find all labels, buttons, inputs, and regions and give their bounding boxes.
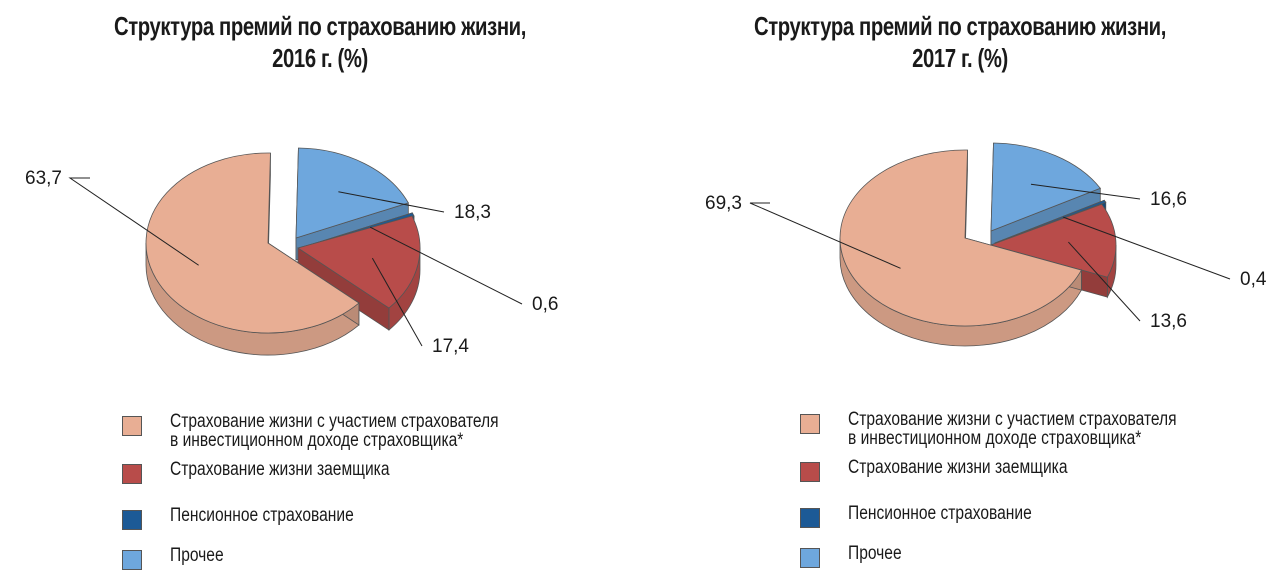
legend-label-line1: Страхование жизни заемщика — [848, 457, 1068, 478]
leader-line — [1063, 216, 1231, 280]
data-label: 63,7 — [25, 168, 62, 189]
data-label: 0,4 — [1240, 269, 1267, 290]
leader-line — [1030, 183, 1141, 200]
legend-label-line2: в инвестиционном доходе страховщика* — [170, 430, 464, 451]
pie-chart-2016: 18,3 0,6 17,4 63,7 — [25, 147, 558, 357]
legend-label: Страхование жизни с участием страховател… — [170, 412, 499, 450]
legend-label-line2: в инвестиционном доходе страховщика* — [848, 428, 1142, 449]
slice-investment-life — [839, 149, 1082, 347]
legend-label-line1: Прочее — [848, 543, 902, 564]
legend-label-line1: Прочее — [170, 545, 224, 566]
legend-swatch — [122, 416, 142, 436]
legend-label-line1: Страхование жизни заемщика — [170, 459, 390, 480]
legend-label: Прочее — [170, 546, 224, 565]
legend-label-line1: Пенсионное страхование — [848, 503, 1032, 524]
legend-label: Пенсионное страхование — [170, 506, 354, 525]
legend-label: Пенсионное страхование — [848, 504, 1032, 523]
leader-line — [369, 226, 523, 305]
data-label: 13,6 — [1150, 311, 1187, 332]
legend-swatch — [122, 464, 142, 484]
data-label: 17,4 — [432, 336, 469, 357]
legend-swatch — [122, 510, 142, 530]
legend-label: Страхование жизни заемщика — [170, 460, 390, 479]
pie-chart-2017: 16,6 0,4 13,6 69,3 — [705, 142, 1267, 347]
legend-label: Прочее — [848, 544, 902, 563]
legend-label-line1: Пенсионное страхование — [170, 505, 354, 526]
legend-label-line1: Страхование жизни с участием страховател… — [848, 409, 1177, 430]
chart-panel-2017: Структура премий по страхованию жизни, 2… — [640, 0, 1280, 585]
chart-title: Структура премий по страхованию жизни, 2… — [70, 10, 569, 74]
chart-panel-2016: Структура премий по страхованию жизни, 2… — [25, 10, 569, 570]
legend-swatch — [800, 548, 820, 568]
leader-line — [338, 191, 445, 213]
leader-line — [1068, 241, 1141, 322]
slice-borrower-life — [297, 215, 421, 331]
data-label: 18,3 — [454, 202, 491, 223]
data-label: 69,3 — [705, 193, 742, 214]
legend-swatch — [122, 550, 142, 570]
legend-swatch — [800, 508, 820, 528]
leader-line — [371, 257, 423, 347]
data-label: 0,6 — [532, 294, 558, 315]
chart-title: Структура премий по страхованию жизни, 2… — [710, 10, 1209, 74]
legend-label: Страхование жизни заемщика — [848, 458, 1068, 477]
legend-swatch — [800, 414, 820, 434]
leader-line — [749, 202, 901, 269]
slice-investment-life — [145, 152, 360, 356]
legend-label-line1: Страхование жизни с участием страховател… — [170, 411, 499, 432]
chart-title-line2: 2017 г. (%) — [912, 43, 1008, 73]
chart-title-line2: 2016 г. (%) — [272, 43, 368, 73]
data-label: 16,6 — [1150, 189, 1187, 210]
chart-title-line1: Структура премий по страхованию жизни, — [113, 11, 527, 41]
leader-line — [68, 177, 199, 266]
chart-title-line1: Структура премий по страхованию жизни, — [753, 11, 1167, 41]
legend-swatch — [800, 462, 820, 482]
legend-label: Страхование жизни с участием страховател… — [848, 410, 1177, 448]
